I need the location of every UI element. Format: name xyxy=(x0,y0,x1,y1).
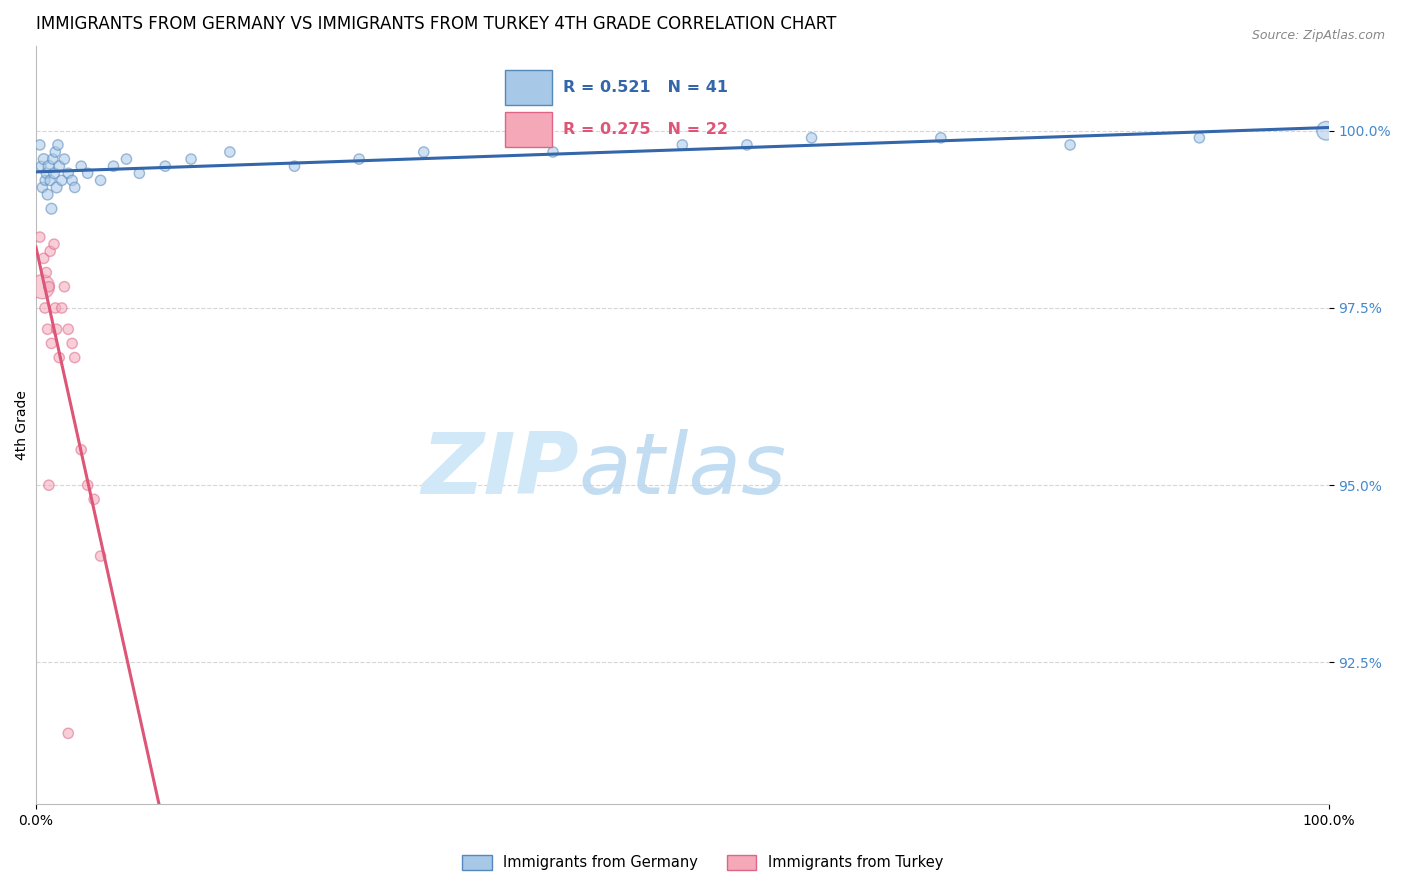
Point xyxy=(735,137,758,152)
Point xyxy=(28,230,51,244)
Point xyxy=(44,301,66,315)
Text: ZIP: ZIP xyxy=(422,429,579,512)
Point xyxy=(42,166,65,180)
Point xyxy=(58,322,80,336)
Point xyxy=(63,351,86,365)
Point xyxy=(39,173,62,187)
Point xyxy=(929,131,952,145)
Point xyxy=(28,137,51,152)
Text: Source: ZipAtlas.com: Source: ZipAtlas.com xyxy=(1251,29,1385,42)
Point xyxy=(128,166,150,180)
Point xyxy=(83,492,105,507)
Point xyxy=(37,322,59,336)
Point xyxy=(90,173,112,187)
Point xyxy=(58,726,80,740)
Point xyxy=(1059,137,1081,152)
Point xyxy=(42,152,65,166)
Point xyxy=(41,202,63,216)
Point xyxy=(412,145,434,159)
Point xyxy=(31,279,53,293)
Point xyxy=(347,152,370,166)
Point xyxy=(115,152,138,166)
Point xyxy=(70,159,93,173)
Point xyxy=(60,336,83,351)
Point xyxy=(35,266,58,280)
Point xyxy=(103,159,125,173)
Point xyxy=(1315,124,1337,138)
Point xyxy=(38,279,60,293)
Point xyxy=(218,145,240,159)
Point xyxy=(58,166,80,180)
Point xyxy=(70,442,93,457)
Point xyxy=(180,152,202,166)
Y-axis label: 4th Grade: 4th Grade xyxy=(15,390,30,460)
Text: IMMIGRANTS FROM GERMANY VS IMMIGRANTS FROM TURKEY 4TH GRADE CORRELATION CHART: IMMIGRANTS FROM GERMANY VS IMMIGRANTS FR… xyxy=(37,15,837,33)
Point xyxy=(38,478,60,492)
Point xyxy=(44,145,66,159)
Point xyxy=(48,351,70,365)
Point xyxy=(46,137,69,152)
Point xyxy=(35,166,58,180)
Point xyxy=(63,180,86,194)
Text: atlas: atlas xyxy=(579,429,787,512)
Point xyxy=(34,173,56,187)
Point xyxy=(32,152,55,166)
Point xyxy=(45,322,67,336)
Point xyxy=(800,131,823,145)
Point xyxy=(37,187,59,202)
Point xyxy=(42,237,65,252)
Point xyxy=(38,159,60,173)
Point xyxy=(39,244,62,259)
Point xyxy=(41,336,63,351)
Point xyxy=(1188,131,1211,145)
Point xyxy=(541,145,564,159)
Point xyxy=(76,478,98,492)
Point xyxy=(155,159,177,173)
Point xyxy=(76,166,98,180)
Point xyxy=(53,152,76,166)
Point xyxy=(31,180,53,194)
Point xyxy=(283,159,305,173)
Point xyxy=(90,549,112,563)
Point xyxy=(53,279,76,293)
Point xyxy=(60,173,83,187)
Point xyxy=(34,301,56,315)
Point xyxy=(45,180,67,194)
Point xyxy=(48,159,70,173)
Point xyxy=(671,137,693,152)
Legend: Immigrants from Germany, Immigrants from Turkey: Immigrants from Germany, Immigrants from… xyxy=(457,848,949,876)
Point xyxy=(30,159,52,173)
Point xyxy=(51,173,73,187)
Point xyxy=(32,252,55,266)
Point xyxy=(51,301,73,315)
